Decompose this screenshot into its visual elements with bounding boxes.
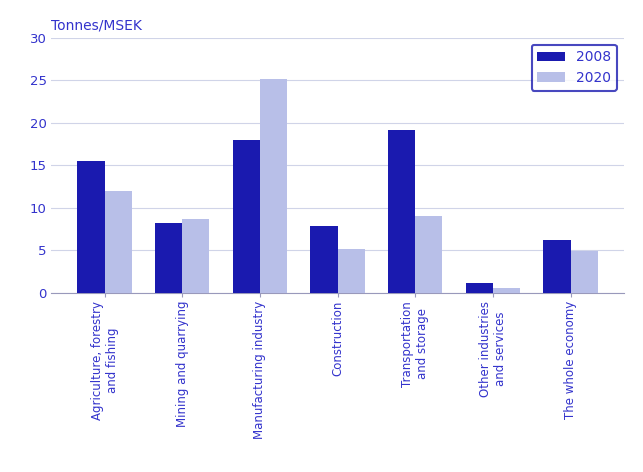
Bar [415, 216, 442, 293]
Bar [543, 240, 570, 293]
Bar [311, 227, 338, 293]
Bar [388, 129, 415, 293]
Bar [77, 161, 105, 293]
Bar [338, 249, 365, 293]
Bar [155, 223, 182, 293]
Bar [570, 251, 598, 293]
Bar [493, 288, 520, 293]
Text: Tonnes/MSEK: Tonnes/MSEK [51, 19, 142, 33]
Bar [233, 140, 260, 293]
Legend: 2008, 2020: 2008, 2020 [532, 45, 617, 91]
Bar [260, 78, 287, 293]
Bar [182, 219, 210, 293]
Bar [466, 283, 493, 293]
Bar [105, 191, 132, 293]
